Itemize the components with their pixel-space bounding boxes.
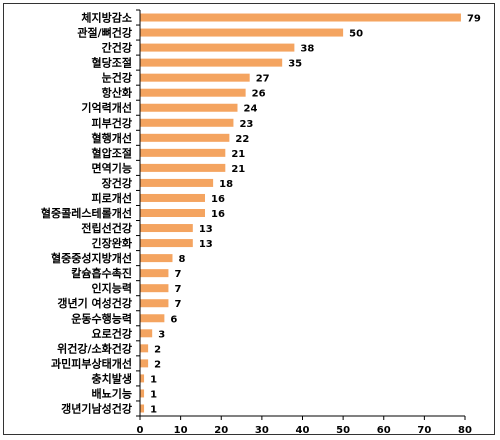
value-label: 38 — [300, 44, 314, 55]
category-label: 전립선건강 — [81, 221, 132, 235]
value-label: 24 — [244, 104, 258, 115]
value-label: 6 — [170, 314, 177, 325]
category-label: 눈건강 — [102, 71, 132, 85]
category-label: 혈행개선 — [92, 131, 132, 145]
bar — [140, 269, 169, 278]
category-label: 위건강/소화건강 — [57, 341, 132, 355]
value-label: 26 — [252, 89, 266, 100]
bar — [140, 224, 193, 233]
category-label: 면역기능 — [92, 161, 132, 175]
bar — [140, 284, 169, 293]
category-label: 항산화 — [102, 86, 132, 100]
bar — [140, 163, 226, 172]
bar — [140, 88, 246, 97]
value-label: 35 — [288, 59, 302, 70]
bar — [140, 344, 149, 353]
category-label: 갱년기 여성건강 — [57, 296, 132, 310]
bar — [140, 73, 250, 82]
value-label: 79 — [467, 14, 481, 25]
value-label: 50 — [349, 29, 363, 40]
x-tick-label: 80 — [458, 425, 472, 436]
bar — [140, 299, 169, 308]
category-label: 혈압조절 — [92, 146, 132, 160]
bar — [140, 404, 145, 413]
value-label: 8 — [179, 254, 186, 265]
bar — [140, 148, 226, 157]
value-label: 1 — [150, 374, 157, 385]
category-label: 장건강 — [102, 176, 132, 190]
bar — [140, 133, 230, 142]
value-label: 2 — [154, 344, 161, 355]
x-tick-label: 70 — [417, 425, 431, 436]
category-label: 요로건강 — [92, 326, 132, 340]
value-label: 2 — [154, 359, 161, 370]
value-label: 7 — [174, 284, 181, 295]
category-label: 피부건강 — [92, 116, 132, 130]
x-tick-label: 0 — [137, 425, 144, 436]
category-label: 혈당조절 — [92, 56, 132, 70]
x-tick-label: 10 — [174, 425, 188, 436]
x-tick-label: 50 — [336, 425, 350, 436]
category-label: 체지방감소 — [81, 11, 132, 25]
bar — [140, 359, 149, 368]
bar — [140, 374, 145, 383]
category-label: 간건강 — [102, 41, 132, 55]
bar — [140, 43, 295, 52]
category-label: 인지능력 — [92, 281, 132, 295]
category-label: 갱년기남성건강 — [61, 401, 132, 415]
value-label: 1 — [150, 389, 157, 400]
value-label: 7 — [174, 299, 181, 310]
category-label: 관절/뼈건강 — [77, 26, 132, 40]
x-tick-label: 40 — [296, 425, 310, 436]
bar — [140, 13, 461, 22]
bar — [140, 103, 238, 112]
category-label: 긴장완화 — [92, 236, 132, 250]
bar — [140, 314, 165, 323]
value-label: 1 — [150, 404, 157, 415]
x-tick-label: 30 — [255, 425, 269, 436]
category-label: 충치발생 — [92, 371, 132, 385]
value-label: 16 — [211, 194, 225, 205]
category-label: 과민피부상태개선 — [51, 356, 132, 370]
value-label: 27 — [256, 74, 270, 85]
value-label: 16 — [211, 209, 225, 220]
bar — [140, 239, 193, 248]
bar — [140, 178, 214, 187]
bar — [140, 193, 205, 202]
bar — [140, 28, 344, 37]
value-label: 13 — [199, 239, 213, 250]
value-label: 13 — [199, 224, 213, 235]
category-label: 혈중중성지방개선 — [51, 251, 132, 265]
bar — [140, 329, 153, 338]
bar — [140, 389, 145, 398]
x-tick-label: 20 — [214, 425, 228, 436]
category-label: 혈중콜레스테롤개선 — [41, 206, 132, 220]
category-label: 배뇨기능 — [92, 386, 132, 400]
bar — [140, 118, 234, 127]
value-label: 18 — [219, 179, 233, 190]
value-label: 21 — [231, 164, 245, 175]
category-label: 칼슘흡수촉진 — [71, 266, 132, 280]
category-label: 기억력개선 — [81, 101, 132, 115]
category-label: 피로개선 — [92, 191, 132, 205]
value-label: 7 — [174, 269, 181, 280]
category-label: 운동수행능력 — [71, 311, 132, 325]
value-label: 23 — [239, 119, 253, 130]
x-tick-label: 60 — [377, 425, 391, 436]
bar — [140, 58, 283, 67]
bar — [140, 254, 173, 263]
value-label: 22 — [235, 134, 249, 145]
value-label: 3 — [158, 329, 165, 340]
value-label: 21 — [231, 149, 245, 160]
bar — [140, 209, 205, 217]
